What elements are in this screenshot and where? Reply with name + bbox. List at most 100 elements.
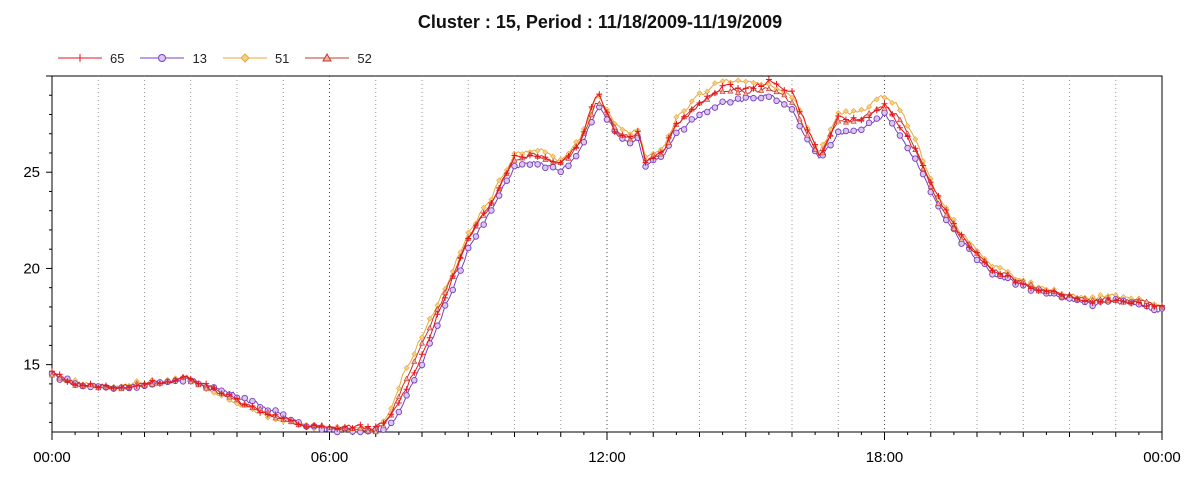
marker-65 [503, 170, 510, 177]
marker-13 [673, 129, 680, 137]
marker-13 [835, 128, 842, 136]
marker-13 [912, 155, 919, 162]
marker-65 [411, 369, 418, 376]
marker-13 [441, 302, 449, 309]
marker-65 [488, 200, 495, 207]
marker-51 [711, 80, 718, 87]
marker-65 [881, 100, 888, 107]
marker-65 [1089, 300, 1096, 307]
marker-51 [696, 90, 703, 97]
marker-13 [773, 97, 780, 105]
marker-13 [757, 94, 765, 102]
marker-51 [403, 364, 410, 371]
marker-51 [881, 94, 888, 101]
marker-65 [1051, 288, 1058, 295]
marker-52 [943, 212, 950, 218]
marker-65 [465, 235, 472, 242]
marker-52 [596, 100, 603, 106]
marker-65 [110, 384, 117, 391]
marker-65 [449, 273, 456, 280]
marker-65 [950, 220, 957, 227]
marker-65 [989, 267, 996, 274]
marker-52 [203, 385, 210, 391]
marker-65 [858, 117, 865, 124]
marker-65 [850, 114, 857, 121]
marker-65 [557, 159, 564, 166]
marker-52 [950, 225, 957, 231]
x-tick-label: 00:00 [1143, 449, 1181, 466]
marker-51 [889, 100, 896, 106]
marker-65 [819, 147, 826, 154]
marker-65 [419, 351, 425, 358]
marker-65 [149, 377, 156, 384]
marker-65 [1012, 279, 1019, 286]
marker-65 [480, 210, 487, 217]
marker-65 [1058, 291, 1065, 298]
marker-65 [180, 374, 187, 381]
marker-65 [735, 84, 742, 91]
x-tick-label: 06:00 [311, 449, 349, 466]
marker-65 [681, 113, 688, 120]
marker-13 [680, 126, 688, 133]
marker-13 [549, 163, 557, 171]
marker-51 [997, 264, 1004, 271]
marker-13 [865, 119, 873, 127]
marker-65 [172, 377, 179, 384]
marker-65 [673, 120, 680, 127]
marker-52 [272, 414, 279, 421]
marker-65 [133, 382, 140, 389]
marker-65 [912, 145, 919, 152]
marker-51 [388, 405, 395, 412]
marker-13 [827, 141, 834, 149]
marker-65 [596, 91, 603, 98]
marker-51 [419, 334, 425, 341]
marker-65 [812, 141, 819, 148]
marker-13 [542, 164, 549, 172]
marker-13 [973, 256, 981, 264]
marker-51 [395, 385, 402, 392]
marker-65 [234, 395, 240, 402]
marker-65 [1020, 281, 1027, 288]
marker-13 [858, 126, 865, 134]
marker-13 [457, 267, 464, 274]
marker-65 [303, 424, 310, 431]
marker-65 [1027, 285, 1034, 292]
marker-13 [580, 138, 588, 146]
marker-52 [149, 381, 156, 387]
marker-13 [850, 127, 857, 135]
marker-52 [365, 427, 372, 434]
marker-65 [1035, 287, 1042, 294]
marker-65 [711, 90, 718, 97]
marker-52 [796, 115, 803, 122]
marker-65 [326, 424, 333, 431]
legend-swatch-65 [58, 54, 102, 62]
marker-52 [742, 90, 749, 96]
marker-65 [264, 411, 271, 418]
marker-65 [311, 422, 318, 429]
marker-65 [704, 93, 711, 100]
marker-52 [434, 306, 441, 312]
marker-52 [372, 428, 379, 435]
marker-65 [789, 88, 795, 95]
marker-13 [896, 132, 904, 139]
marker-65 [981, 259, 988, 266]
plot-frame [51, 75, 1163, 433]
marker-65 [796, 108, 803, 115]
legend: 65 13 51 52 [58, 48, 388, 68]
marker-65 [241, 401, 248, 408]
marker-65 [804, 126, 811, 133]
marker-51 [750, 79, 757, 86]
marker-52 [788, 99, 796, 105]
marker-13 [480, 221, 487, 228]
marker-65 [203, 380, 210, 387]
marker-13 [434, 322, 441, 329]
marker-65 [719, 82, 726, 89]
marker-51 [873, 96, 880, 103]
marker-52 [850, 118, 857, 124]
marker-65 [1128, 300, 1135, 307]
marker-13 [411, 377, 418, 384]
marker-65 [357, 421, 364, 428]
marker-52 [758, 87, 765, 93]
marker-65 [218, 390, 225, 397]
